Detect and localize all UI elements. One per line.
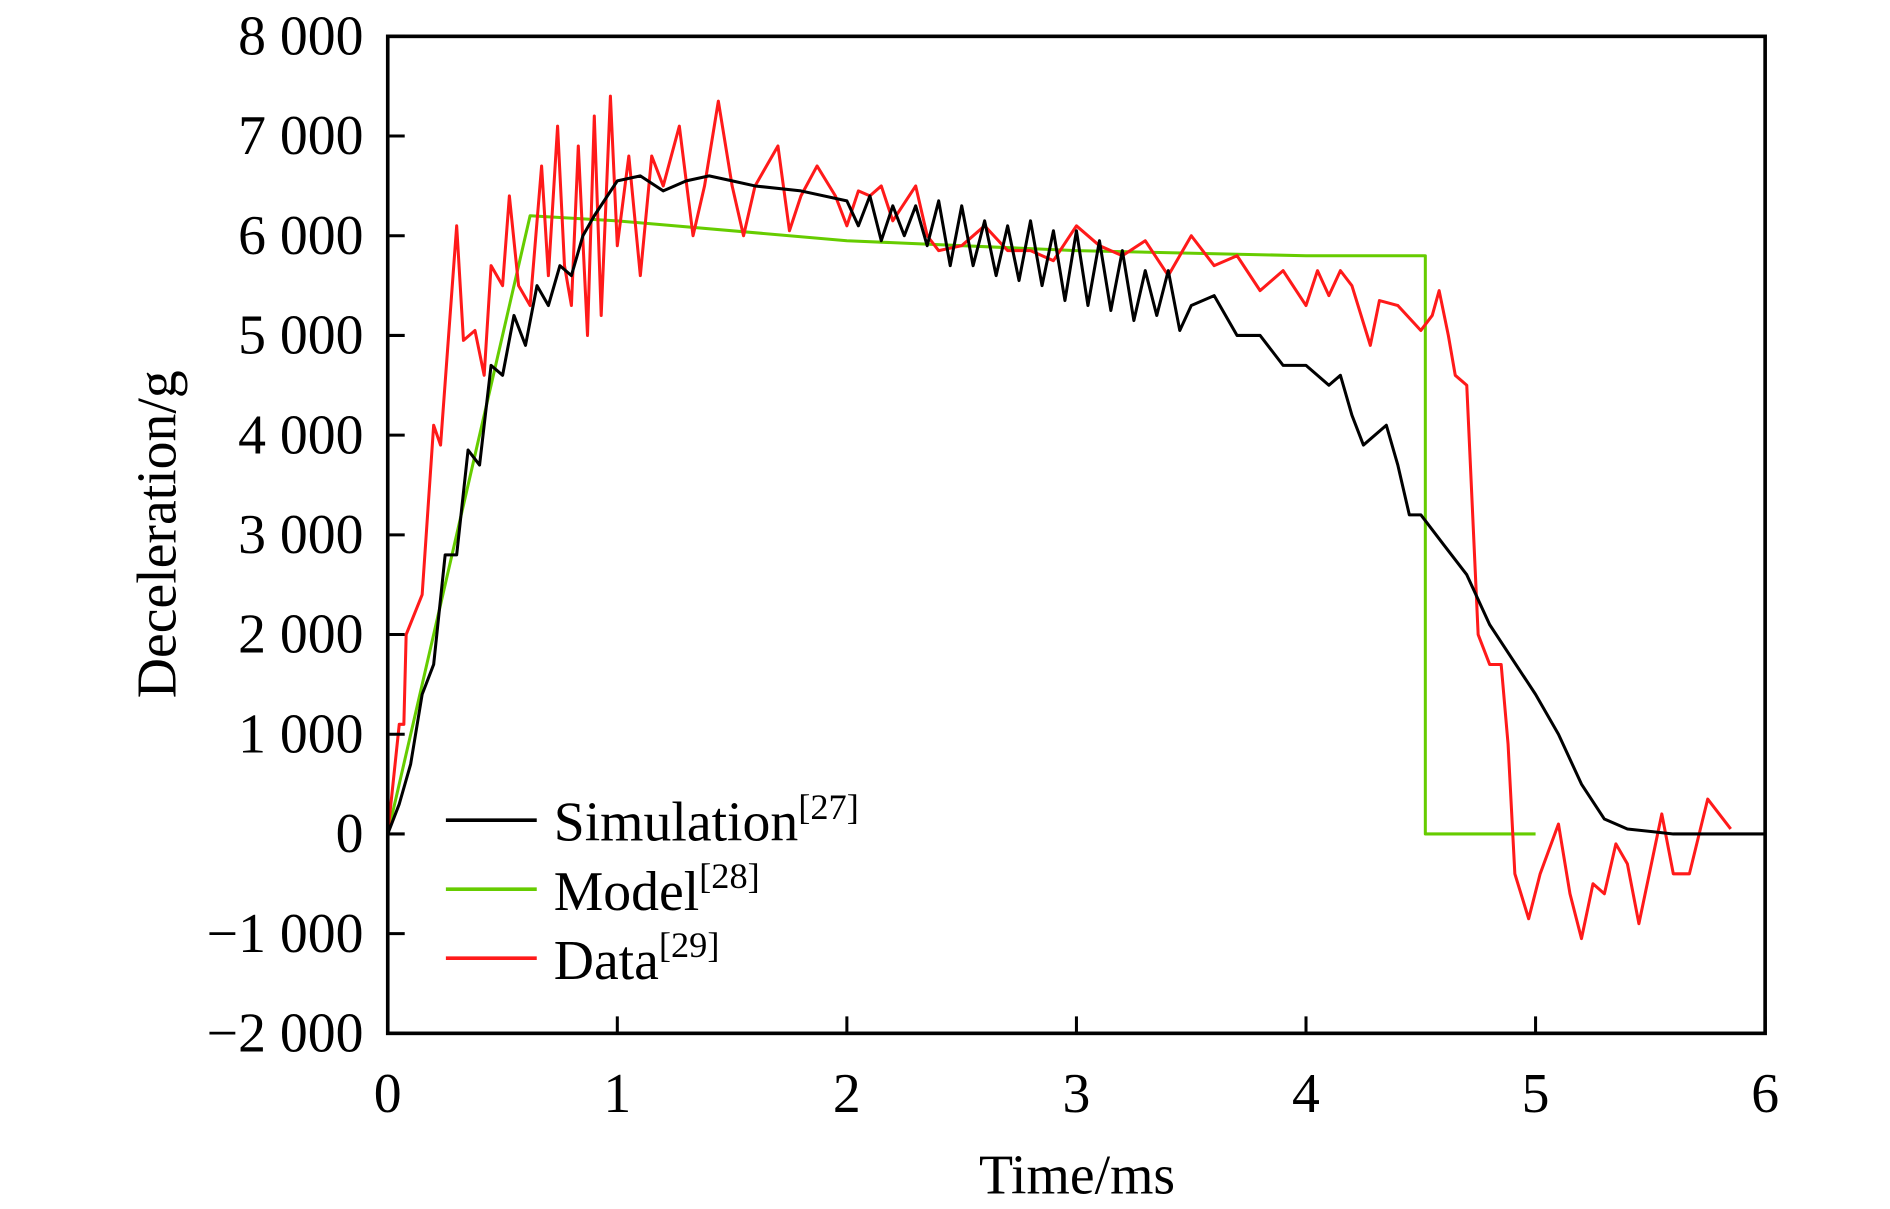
- legend-label-model: Model[28]: [554, 856, 760, 923]
- x-tick-label: 4: [1292, 1063, 1320, 1125]
- y-tick-label: 5 000: [238, 305, 363, 367]
- y-tick-label: −1 000: [207, 903, 364, 965]
- y-tick-label: −2 000: [207, 1003, 364, 1065]
- x-tick-label: 6: [1751, 1063, 1779, 1125]
- series-line-simulation: [386, 174, 1766, 836]
- x-tick-label: 1: [603, 1063, 631, 1125]
- legend-label-simulation: Simulation[27]: [554, 787, 859, 854]
- legend-label-data: Data[29]: [554, 925, 720, 992]
- legend-series-name: Data: [554, 930, 659, 992]
- x-tick-label: 2: [833, 1063, 861, 1125]
- y-axis-label: Deceleration/g: [127, 370, 189, 698]
- y-tick-label: 3 000: [238, 504, 363, 566]
- y-tick-label: 6 000: [238, 205, 363, 267]
- y-tick-label: 2 000: [238, 604, 363, 666]
- x-tick-label: 0: [374, 1063, 402, 1125]
- y-tick-label: 8 000: [238, 6, 363, 68]
- legend-reference: [29]: [659, 925, 720, 965]
- x-tick-label: 5: [1522, 1063, 1550, 1125]
- y-tick-label: 1 000: [238, 703, 363, 765]
- legend-series-name: Simulation: [554, 792, 799, 854]
- y-tick-label: 0: [336, 803, 364, 865]
- series-line-model: [386, 214, 1536, 836]
- legend: Simulation[27]Model[28]Data[29]: [445, 787, 859, 992]
- x-tick-label: 3: [1063, 1063, 1091, 1125]
- legend-reference: [28]: [699, 856, 760, 896]
- legend-reference: [27]: [798, 787, 859, 827]
- y-tick-label: 7 000: [238, 105, 363, 167]
- legend-series-name: Model: [554, 861, 699, 923]
- y-tick-label: 4 000: [238, 404, 363, 466]
- series-line-data: [386, 94, 1732, 941]
- x-axis-label: Time/ms: [979, 1144, 1175, 1206]
